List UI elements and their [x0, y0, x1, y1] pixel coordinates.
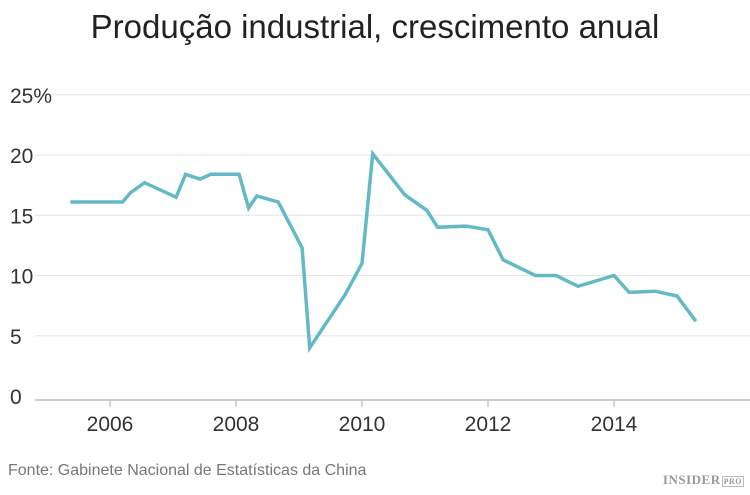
y-tick-label: 15 — [10, 205, 33, 228]
logo-main: INSIDER — [662, 472, 721, 487]
chart-title: Produção industrial, crescimento anual — [90, 8, 660, 45]
insider-pro-logo: INSIDER PRO — [663, 472, 744, 488]
y-tick-label: 10 — [10, 266, 33, 289]
logo-sub: PRO — [721, 475, 744, 487]
x-tick-label: 2008 — [213, 413, 260, 436]
y-tick-label: 0 — [10, 386, 22, 409]
source-note: Fonte: Gabinete Nacional de Estatísticas… — [8, 462, 367, 479]
line-chart: 0 5 10 15 20 25% 2006 2008 2010 2012 2014 — [10, 85, 750, 436]
x-tick-label: 2006 — [87, 413, 134, 436]
series-line — [70, 149, 698, 353]
y-tick-label: 5 — [10, 326, 22, 349]
x-tick-label: 2012 — [465, 413, 512, 436]
y-tick-label: 25% — [10, 85, 52, 108]
x-tick-label: 2010 — [339, 413, 386, 436]
x-tick-label: 2014 — [591, 413, 638, 436]
y-tick-label: 20 — [10, 145, 33, 168]
